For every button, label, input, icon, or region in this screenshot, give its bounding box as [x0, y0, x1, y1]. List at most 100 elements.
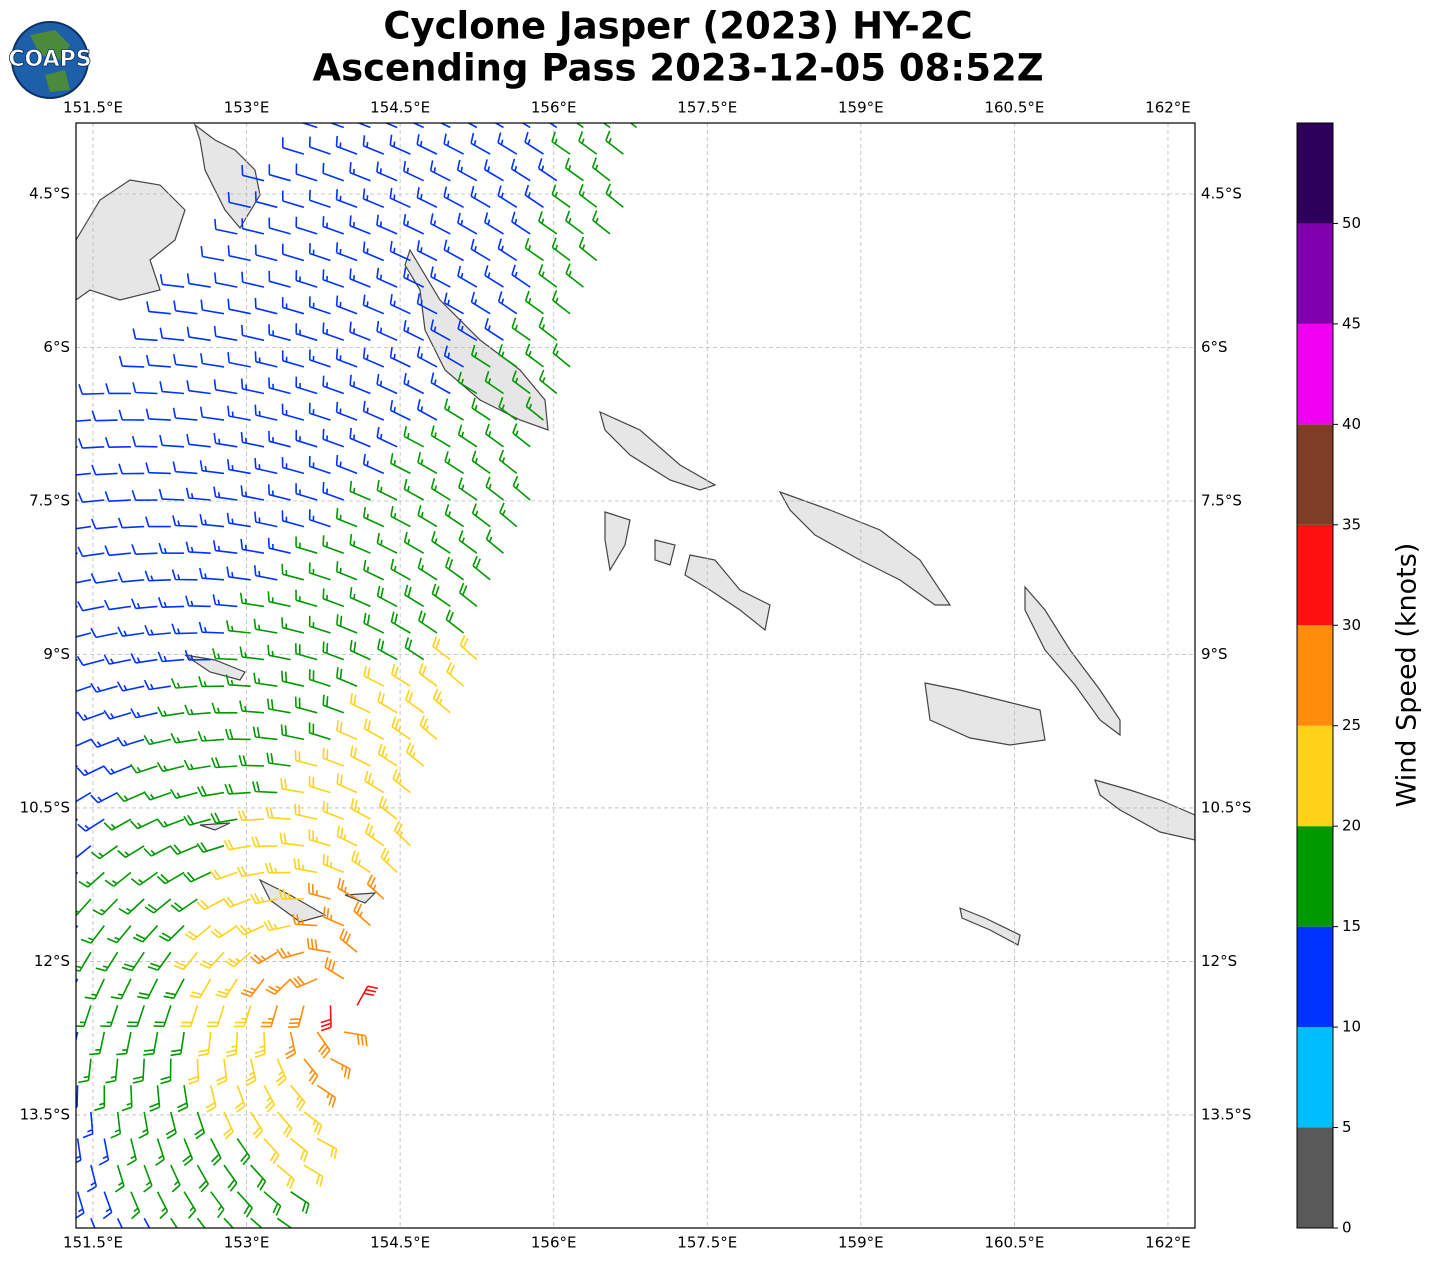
- wind-barb: [281, 670, 305, 687]
- wind-barb: [104, 871, 132, 887]
- wind-barb: [364, 770, 385, 794]
- wind-barb: [213, 325, 238, 342]
- wind-barb: [335, 348, 358, 368]
- wind-barb: [117, 571, 145, 583]
- wind-barb: [263, 1084, 276, 1113]
- colorbar-tick-label: 15: [1342, 917, 1361, 935]
- wind-barb: [117, 845, 145, 859]
- wind-barb: [268, 217, 291, 235]
- wind-barb: [103, 654, 132, 665]
- wind-barb: [264, 862, 291, 874]
- wind-barb: [241, 164, 265, 182]
- wind-barb: [349, 534, 371, 554]
- map-area: [76, 123, 1195, 1228]
- wind-barb: [211, 702, 238, 714]
- wind-barb: [280, 778, 305, 794]
- wind-barb: [183, 814, 211, 826]
- wind-barb: [443, 292, 464, 315]
- wind-barb: [389, 240, 411, 262]
- wind-barb: [198, 621, 225, 634]
- wind-barb: [185, 541, 211, 554]
- wind-barb: [377, 691, 398, 714]
- wind-barb: [225, 1031, 239, 1058]
- wind-barb: [551, 237, 571, 262]
- wind-barb: [145, 408, 171, 421]
- wind-barb: [511, 211, 531, 235]
- wind-barb: [76, 871, 79, 876]
- wind-barb: [335, 295, 358, 315]
- wind-barb: [276, 947, 305, 959]
- wind-barb: [356, 985, 379, 1006]
- wind-barb: [180, 1005, 199, 1028]
- wind-barb: [268, 377, 291, 395]
- wind-barb: [117, 626, 145, 637]
- wind-barb: [418, 610, 438, 634]
- wind-barb: [149, 1085, 161, 1112]
- wind-barb: [484, 212, 504, 235]
- wind-barb: [470, 344, 491, 368]
- wind-barb: [511, 264, 531, 288]
- wind-barb: [324, 956, 345, 980]
- wind-barb: [214, 218, 238, 235]
- wind-barb: [143, 845, 172, 857]
- wind-barb: [289, 975, 318, 989]
- wind-barb: [268, 270, 291, 288]
- wind-barb: [153, 1005, 172, 1028]
- wind-barb: [240, 485, 265, 501]
- x-tick-label: 153°E: [224, 1234, 270, 1252]
- wind-barb: [282, 243, 305, 262]
- wind-barb: [189, 978, 212, 999]
- x-tick-label: 159°E: [838, 1234, 884, 1252]
- wind-barb: [130, 1191, 141, 1220]
- colorbar: 0 5 10 15 20 25 30 35 40 45 50: [1296, 122, 1361, 1237]
- wind-barb: [351, 850, 371, 874]
- wind-barb: [223, 1217, 235, 1228]
- x-tick-label: 162°E: [1145, 99, 1191, 117]
- wind-barb: [403, 320, 425, 342]
- wind-barb: [328, 123, 345, 129]
- colorbar-tick-label: 35: [1342, 515, 1361, 533]
- wind-barb: [430, 319, 451, 342]
- wind-barb: [197, 731, 225, 742]
- x-tick-label: 153°E: [224, 99, 270, 117]
- wind-barb: [629, 123, 638, 129]
- wind-barb: [254, 297, 278, 315]
- wind-barb: [362, 453, 385, 475]
- x-tick-label: 162°E: [1145, 1234, 1191, 1252]
- wind-barb: [90, 791, 118, 804]
- wind-barb: [266, 752, 291, 767]
- wind-barb: [143, 734, 171, 746]
- wind-barb: [76, 738, 92, 747]
- wind-barb: [254, 244, 278, 262]
- wind-barb: [485, 476, 504, 501]
- wind-barb: [308, 775, 331, 794]
- wind-barb: [143, 1031, 159, 1056]
- wind-barb: [275, 1058, 287, 1087]
- wind-barb: [105, 1058, 119, 1084]
- wind-barb: [278, 888, 304, 900]
- wind-barb: [308, 669, 331, 687]
- colorbar-segment: [1297, 424, 1333, 525]
- wind-barb: [349, 692, 371, 714]
- wind-barb: [403, 213, 425, 235]
- logo-text: COAPS: [8, 47, 91, 72]
- wind-barb: [121, 1085, 133, 1112]
- wind-barb: [335, 135, 358, 155]
- island: [76, 179, 186, 301]
- wind-barb: [171, 623, 198, 635]
- wind-barb: [172, 515, 198, 528]
- wind-barb: [144, 570, 171, 582]
- wind-barb: [253, 618, 278, 634]
- wind-barb: [267, 591, 291, 608]
- wind-barb: [363, 612, 385, 634]
- wind-barb: [227, 298, 251, 315]
- wind-barb: [159, 273, 185, 288]
- wind-barb: [294, 696, 318, 714]
- colorbar-tick-label: 20: [1342, 817, 1361, 835]
- wind-barb: [276, 1164, 295, 1190]
- wind-barb: [605, 130, 624, 155]
- wind-barb: [363, 559, 385, 581]
- wind-barb: [265, 807, 291, 820]
- wind-barb: [538, 316, 558, 341]
- wind-barb: [212, 648, 238, 661]
